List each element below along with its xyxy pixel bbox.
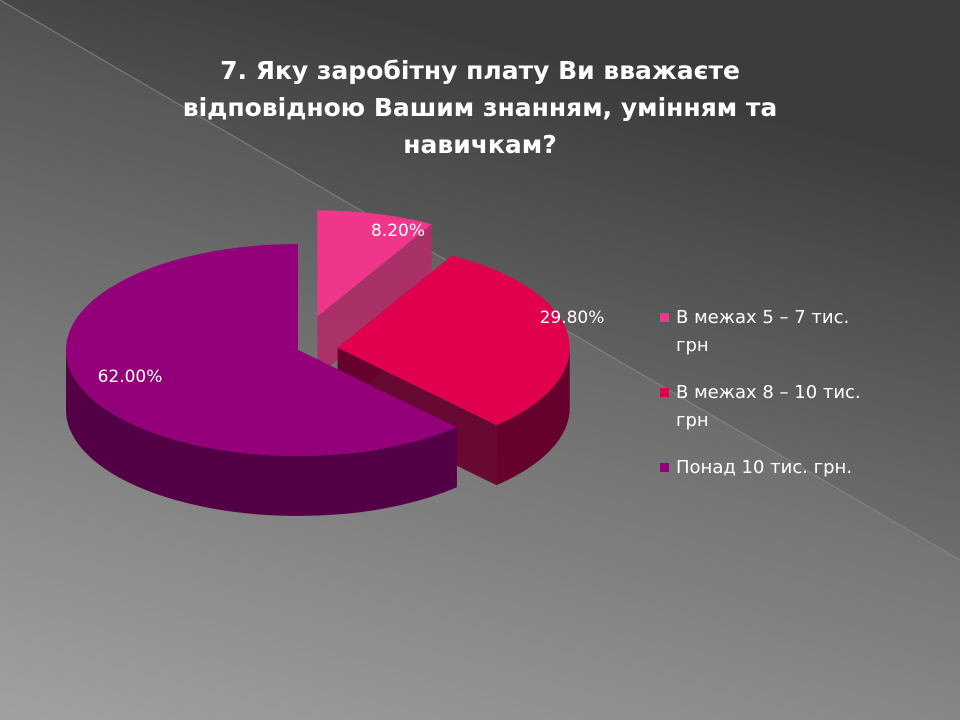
legend-swatch bbox=[660, 463, 669, 472]
legend-label: Понад 10 тис. грн. bbox=[676, 457, 853, 478]
legend-item: Понад 10 тис. грн. bbox=[660, 454, 920, 482]
legend-swatch bbox=[660, 313, 669, 322]
pie-tops bbox=[65, 210, 570, 457]
legend-item: В межах 5 – 7 тис. грн bbox=[660, 304, 920, 360]
pie-data-label: 8.20% bbox=[371, 221, 425, 241]
pie-data-label: 62.00% bbox=[98, 367, 163, 387]
pie-slice bbox=[337, 255, 570, 426]
chart-title-line: навичкам? bbox=[403, 130, 557, 159]
legend-label: грн bbox=[676, 335, 709, 356]
chart-legend: В межах 5 – 7 тис. грн В межах 8 – 10 тис.… bbox=[660, 304, 920, 501]
pie-slice-cut-face bbox=[317, 224, 432, 377]
pie-slice bbox=[65, 244, 457, 457]
pie-slice bbox=[317, 210, 432, 317]
legend-label: В межах 8 – 10 тис. bbox=[676, 382, 861, 403]
pie-slice-side bbox=[496, 347, 570, 486]
chart-title-line: відповідною Вашим знанням, умінням та bbox=[182, 93, 778, 122]
legend-swatch bbox=[660, 388, 669, 397]
pie-slice-side bbox=[66, 350, 457, 517]
legend-label: грн bbox=[676, 410, 709, 431]
chart-title-line: 7. Яку заробітну плату Ви вважаєте bbox=[220, 56, 740, 85]
pie-data-label: 29.80% bbox=[540, 308, 605, 328]
legend-item: В межах 8 – 10 тис. грн bbox=[660, 379, 920, 435]
chart-title: 7. Яку заробітну плату Ви вважаєте відпо… bbox=[150, 52, 810, 163]
legend-label: В межах 5 – 7 тис. bbox=[676, 307, 850, 328]
